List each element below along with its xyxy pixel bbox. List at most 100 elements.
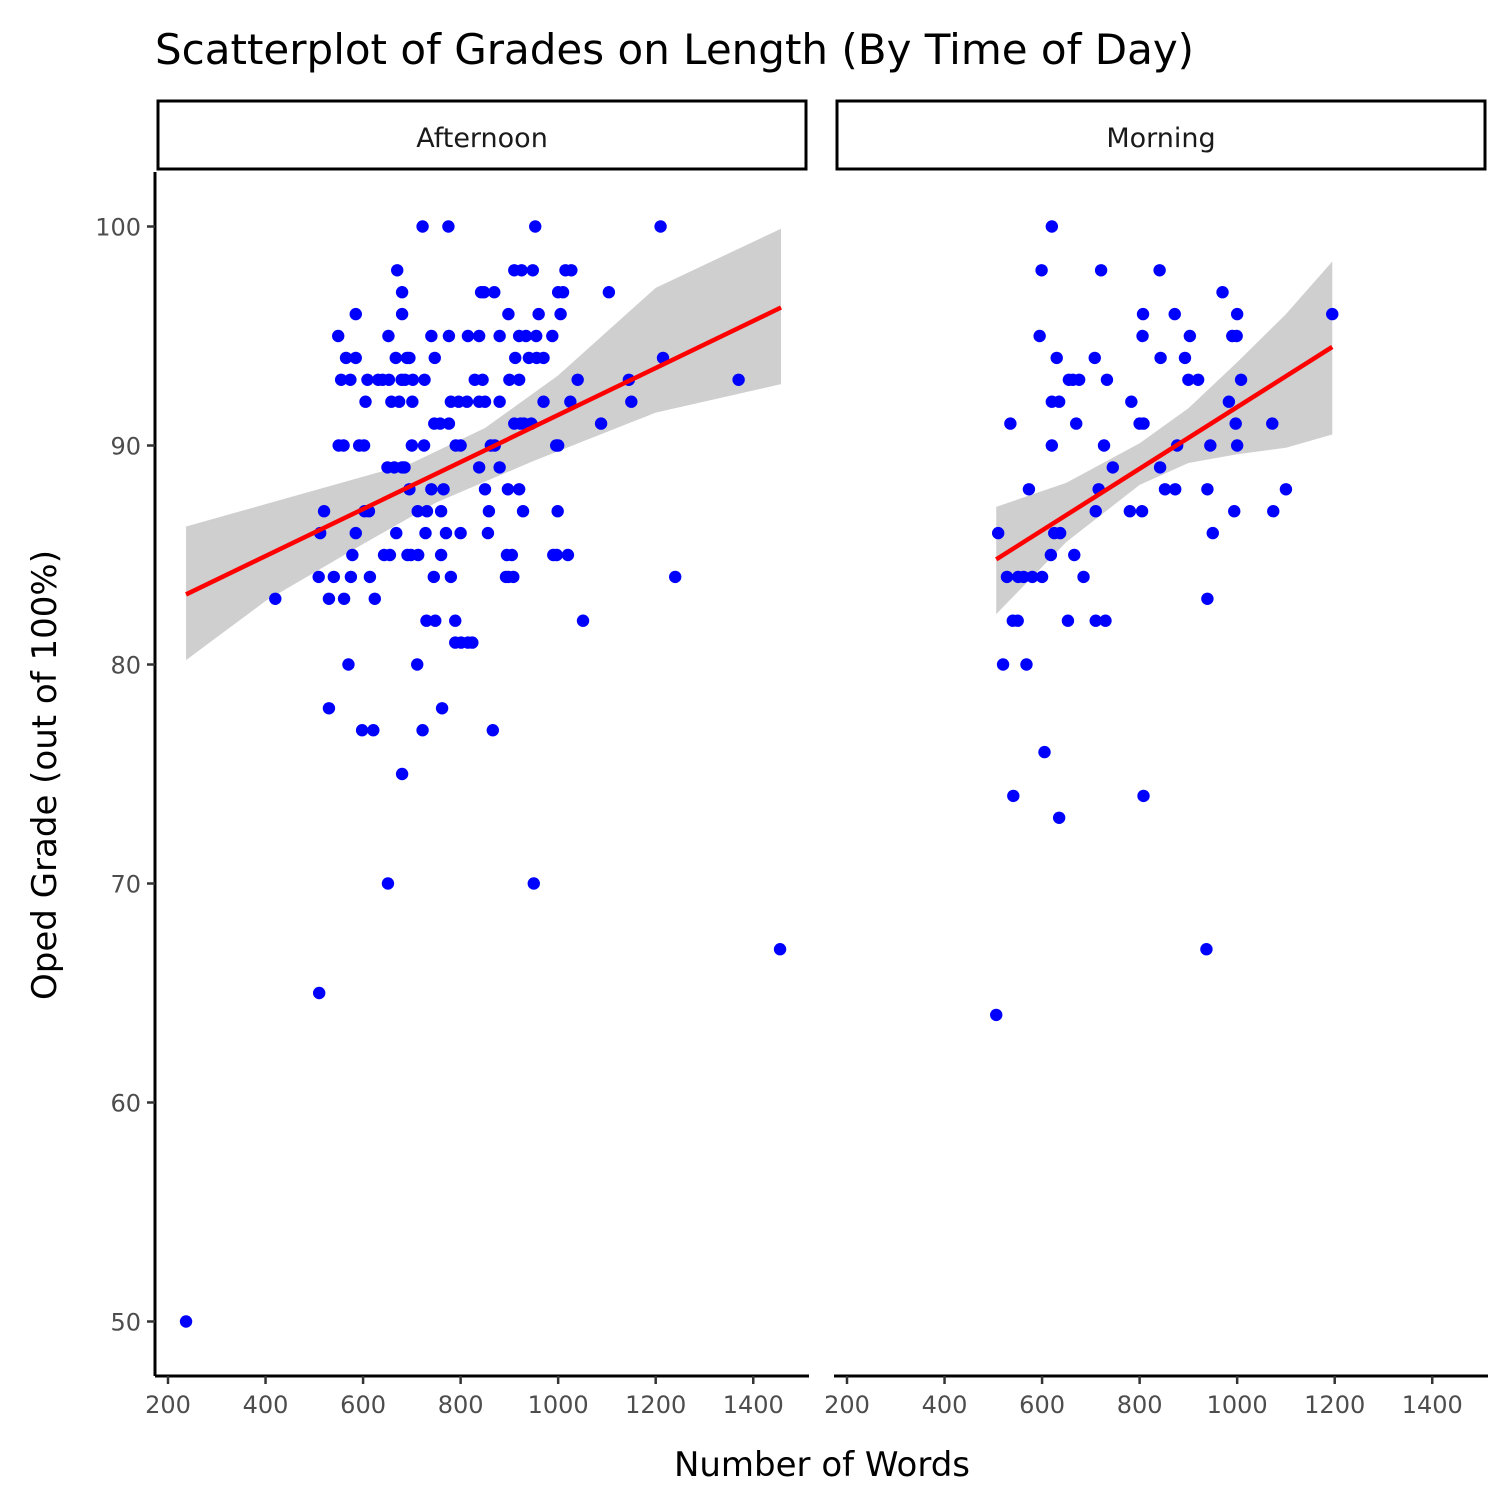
data-point xyxy=(576,614,590,627)
data-point xyxy=(1178,351,1192,365)
data-point xyxy=(529,220,542,233)
data-point xyxy=(537,351,550,365)
data-point xyxy=(654,220,667,233)
data-point xyxy=(512,483,526,496)
data-point xyxy=(411,548,425,562)
data-point xyxy=(344,373,357,386)
x-tick-label: 800 xyxy=(1117,1391,1163,1419)
data-point xyxy=(1279,483,1293,496)
y-tick-label: 50 xyxy=(110,1309,141,1337)
data-point xyxy=(439,526,453,540)
data-point xyxy=(389,351,402,365)
data-point xyxy=(1204,439,1217,452)
data-point xyxy=(363,570,377,584)
data-point xyxy=(1135,505,1149,518)
data-point xyxy=(773,943,787,956)
data-point xyxy=(382,329,395,343)
data-point xyxy=(564,395,577,408)
data-point xyxy=(478,483,492,496)
data-point xyxy=(537,395,550,408)
data-point xyxy=(1017,570,1030,584)
data-point xyxy=(1125,395,1138,408)
x-tick-label: 400 xyxy=(922,1391,968,1419)
data-point xyxy=(344,570,358,584)
data-point xyxy=(1206,526,1219,540)
data-point xyxy=(419,526,432,540)
data-point xyxy=(1004,417,1017,430)
data-point xyxy=(1234,373,1248,386)
facet-strip xyxy=(835,99,1487,171)
data-point xyxy=(1183,329,1197,343)
regression-line xyxy=(995,345,1334,562)
data-point xyxy=(395,767,409,781)
data-point xyxy=(444,570,458,584)
data-point xyxy=(493,395,506,408)
data-point xyxy=(337,439,350,452)
x-axis-title: Number of Words xyxy=(674,1445,970,1485)
data-point xyxy=(990,1008,1003,1022)
data-point xyxy=(434,505,448,518)
data-point xyxy=(1158,483,1172,496)
data-point xyxy=(1154,351,1167,365)
facet-strip-label: Afternoon xyxy=(416,123,548,154)
data-point xyxy=(342,658,355,671)
data-point xyxy=(435,702,449,715)
data-point xyxy=(381,877,395,890)
data-point xyxy=(515,264,528,277)
data-point xyxy=(1077,570,1090,584)
data-point xyxy=(1326,307,1339,321)
data-point xyxy=(1089,505,1102,518)
data-point xyxy=(1035,264,1048,277)
data-point xyxy=(472,329,486,343)
y-axis-title: Oped Grade (out of 100%) xyxy=(25,550,65,1000)
data-point xyxy=(420,614,433,627)
regression-line xyxy=(185,305,783,597)
data-point xyxy=(416,724,429,737)
data-point xyxy=(433,417,447,430)
data-point xyxy=(1137,417,1150,430)
data-point xyxy=(519,329,533,343)
data-point xyxy=(1200,943,1213,956)
data-point xyxy=(1035,570,1049,584)
data-point xyxy=(1045,220,1059,233)
data-point xyxy=(1136,329,1149,343)
data-point xyxy=(312,986,326,1000)
data-point xyxy=(420,505,434,518)
data-point xyxy=(481,526,495,540)
confidence-band xyxy=(186,228,782,661)
data-point xyxy=(486,724,500,737)
data-point xyxy=(1137,789,1150,803)
data-point xyxy=(332,329,345,343)
data-point xyxy=(322,592,336,605)
data-point xyxy=(405,439,419,452)
y-tick-label: 60 xyxy=(110,1090,141,1118)
data-point xyxy=(442,329,456,343)
x-tick-label: 200 xyxy=(145,1391,191,1419)
x-tick-label: 600 xyxy=(1019,1391,1065,1419)
data-point xyxy=(1022,483,1036,496)
data-point xyxy=(602,286,616,299)
data-point xyxy=(554,307,567,321)
data-point xyxy=(482,505,496,518)
x-tick-label: 1000 xyxy=(1207,1391,1268,1419)
data-point xyxy=(669,570,682,584)
data-point xyxy=(418,373,431,386)
data-point xyxy=(594,417,608,430)
facet-strip-label: Morning xyxy=(1106,123,1215,154)
data-point xyxy=(1088,351,1101,365)
data-point xyxy=(1222,395,1236,408)
data-point xyxy=(339,351,353,365)
data-point xyxy=(512,373,526,386)
data-point xyxy=(1123,505,1137,518)
data-point xyxy=(565,264,578,277)
data-point xyxy=(349,526,362,540)
data-point xyxy=(493,461,506,474)
data-point xyxy=(427,570,440,584)
data-point xyxy=(395,286,409,299)
data-point xyxy=(550,548,563,562)
panel-afternoon: Afternoon 200 400 600 800 1000 1200 1400 xyxy=(145,99,809,1419)
data-point xyxy=(502,307,515,321)
data-point xyxy=(551,505,564,518)
data-point xyxy=(551,439,565,452)
x-tick-label: 1400 xyxy=(1402,1391,1463,1419)
